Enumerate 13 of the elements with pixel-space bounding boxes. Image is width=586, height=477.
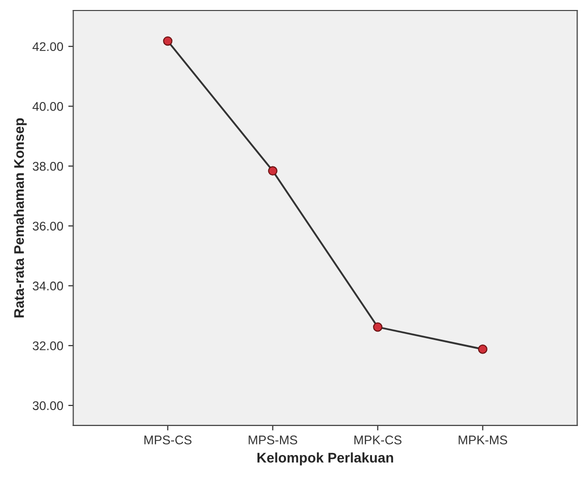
y-tick-label: 38.00 — [32, 162, 64, 171]
y-tick-label: 40.00 — [32, 102, 64, 111]
x-tick-label: MPK-MS — [458, 436, 508, 444]
y-tick-label: 42.00 — [32, 42, 64, 52]
y-axis-title: Rata-rata Pemahaman Konsep — [14, 118, 27, 318]
x-tick-label: MPK-CS — [354, 436, 402, 444]
y-tick-label: 34.00 — [32, 282, 64, 290]
y-tick-label: 36.00 — [32, 222, 64, 231]
x-axis-title: Kelompok Perlakuan — [257, 452, 394, 466]
x-tick-label: MPS-CS — [144, 436, 192, 444]
y-tick-label: 32.00 — [32, 341, 64, 350]
y-tick-label: 30.00 — [32, 401, 64, 410]
x-tick-label: MPS-MS — [248, 436, 298, 444]
